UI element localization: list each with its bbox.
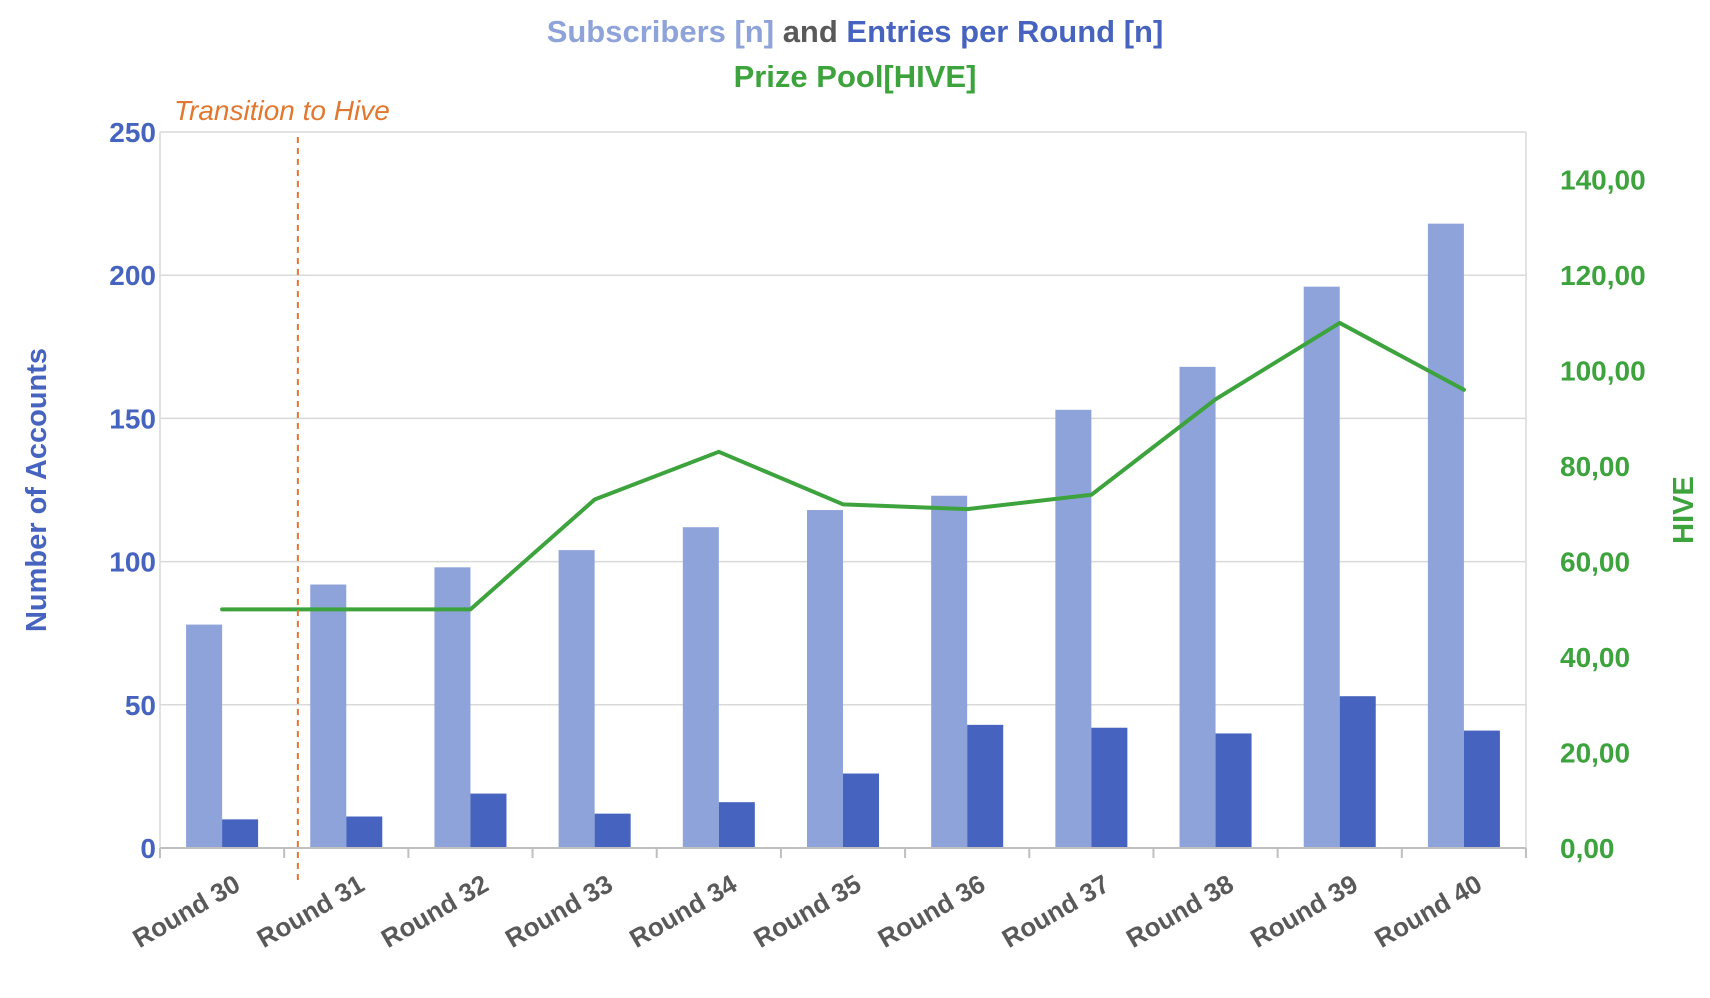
subscribers-bar xyxy=(931,495,968,848)
entries-bar xyxy=(1215,733,1252,848)
entries-bar xyxy=(470,793,507,848)
title-part-entries: Entries per Round [n] xyxy=(846,14,1163,49)
y-right-tick-label: 120,00 xyxy=(1560,260,1646,291)
chart-subtitle: Prize Pool[HIVE] xyxy=(734,59,977,94)
subscribers-bar xyxy=(558,550,595,848)
y-right-tick-label: 80,00 xyxy=(1560,451,1630,482)
title-part-and: and xyxy=(774,14,846,49)
x-category-label: Round 39 xyxy=(1245,869,1363,954)
chart-title: Subscribers [n] and Entries per Round [n… xyxy=(547,14,1164,49)
entries-bar xyxy=(718,802,755,848)
annotation-group: Transition to Hive xyxy=(174,95,390,880)
y-left-axis-title: Number of Accounts xyxy=(21,348,53,632)
y-left-tick-label: 0 xyxy=(140,833,156,864)
x-category-label: Round 35 xyxy=(748,869,866,954)
transition-annotation-label: Transition to Hive xyxy=(174,95,390,126)
y-right-tick-label: 60,00 xyxy=(1560,547,1630,578)
y-left-tick-label: 150 xyxy=(109,403,156,434)
grid-lines xyxy=(160,131,1526,706)
subscribers-bar xyxy=(310,584,347,848)
y-right-tick-label: 140,00 xyxy=(1560,165,1646,196)
entries-bar xyxy=(843,773,880,848)
entries-bar xyxy=(594,813,631,848)
title-part-subscribers: Subscribers [n] xyxy=(547,14,774,49)
subscribers-bar xyxy=(186,624,223,848)
subscribers-bar xyxy=(1303,286,1340,848)
prize-pool-line xyxy=(220,320,1466,612)
y-left-tick-label: 250 xyxy=(109,117,156,148)
entries-bar xyxy=(222,819,259,848)
y-left-tick-label: 100 xyxy=(109,547,156,578)
x-category-label: Round 40 xyxy=(1369,869,1487,954)
subscribers-bar xyxy=(1179,366,1216,848)
x-category-label: Round 37 xyxy=(997,869,1115,954)
subscribers-bar xyxy=(434,567,471,848)
entries-bar xyxy=(967,724,1004,848)
subscribers-bar xyxy=(806,510,843,848)
x-category-label: Round 31 xyxy=(252,869,370,954)
y-right-tick-label: 100,00 xyxy=(1560,356,1646,387)
y-right-axis-title: HIVE xyxy=(1668,476,1700,544)
entries-bar xyxy=(1339,696,1376,848)
x-category-label: Round 36 xyxy=(873,869,991,954)
bars xyxy=(186,223,1500,848)
entries-bar xyxy=(1463,730,1500,848)
x-category-label: Round 38 xyxy=(1121,869,1239,954)
entries-bar xyxy=(346,816,383,848)
subscribers-bar xyxy=(682,527,719,848)
prize-pool-line-group xyxy=(220,320,1466,612)
entries-bar xyxy=(1091,727,1128,848)
subscribers-bar xyxy=(1055,409,1092,848)
y-right-tick-label: 40,00 xyxy=(1560,642,1630,673)
y-right-tick-label: 0,00 xyxy=(1560,833,1615,864)
y-right-tick-label: 20,00 xyxy=(1560,738,1630,769)
subscribers-bar xyxy=(1427,223,1464,848)
x-category-label: Round 34 xyxy=(624,868,742,953)
x-category-label: Round 30 xyxy=(128,869,246,954)
y-left-tick-label: 200 xyxy=(109,260,156,291)
x-category-label: Round 32 xyxy=(376,869,494,954)
y-left-tick-label: 50 xyxy=(125,690,156,721)
x-category-label: Round 33 xyxy=(500,869,618,954)
